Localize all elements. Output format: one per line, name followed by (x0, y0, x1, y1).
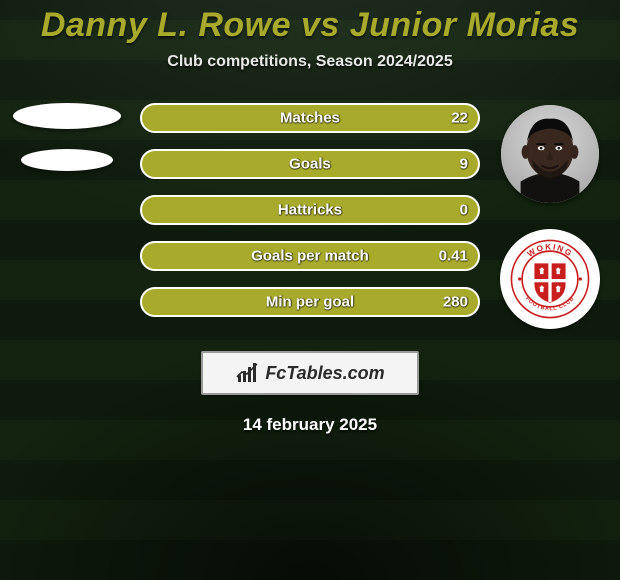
stat-bars: Matches 22 Goals 9 Hattricks 0 Goals per match… (140, 103, 480, 333)
club-crest: WOKING FOOTBALL CLUB (500, 229, 600, 329)
left-player-column (2, 103, 132, 171)
stat-row: Matches 22 (140, 103, 480, 133)
stat-value-right: 22 (451, 110, 468, 127)
stat-label: Min per goal (266, 294, 354, 311)
stats-arena: Matches 22 Goals 9 Hattricks 0 Goals per match… (0, 103, 620, 343)
comparison-card: Danny L. Rowe vs Junior Morias Club comp… (0, 0, 620, 580)
player-avatar (501, 105, 599, 203)
stat-label: Goals (289, 156, 331, 173)
stat-label: Goals per match (251, 248, 369, 265)
stat-value-right: 0.41 (439, 248, 468, 265)
stat-label: Matches (280, 110, 340, 127)
page-title: Danny L. Rowe vs Junior Morias (0, 0, 620, 45)
stat-row: Goals 9 (140, 149, 480, 179)
page-subtitle: Club competitions, Season 2024/2025 (0, 53, 620, 71)
crest-svg: WOKING FOOTBALL CLUB (509, 238, 591, 320)
stat-value-right: 0 (460, 202, 468, 219)
stat-value-right: 9 (460, 156, 468, 173)
right-player-column: WOKING FOOTBALL CLUB (490, 105, 610, 329)
branding-text: FcTables.com (265, 363, 384, 384)
date-text: 14 february 2025 (0, 415, 620, 435)
bar-chart-icon (235, 361, 259, 385)
avatar-illustration (501, 105, 599, 203)
club-placeholder-ellipse (21, 149, 113, 171)
stat-row: Goals per match 0.41 (140, 241, 480, 271)
stat-value-right: 280 (443, 294, 468, 311)
player-placeholder-ellipse (13, 103, 121, 129)
stat-label: Hattricks (278, 202, 342, 219)
stat-row: Hattricks 0 (140, 195, 480, 225)
stat-row: Min per goal 280 (140, 287, 480, 317)
branding-box: FcTables.com (201, 351, 419, 395)
